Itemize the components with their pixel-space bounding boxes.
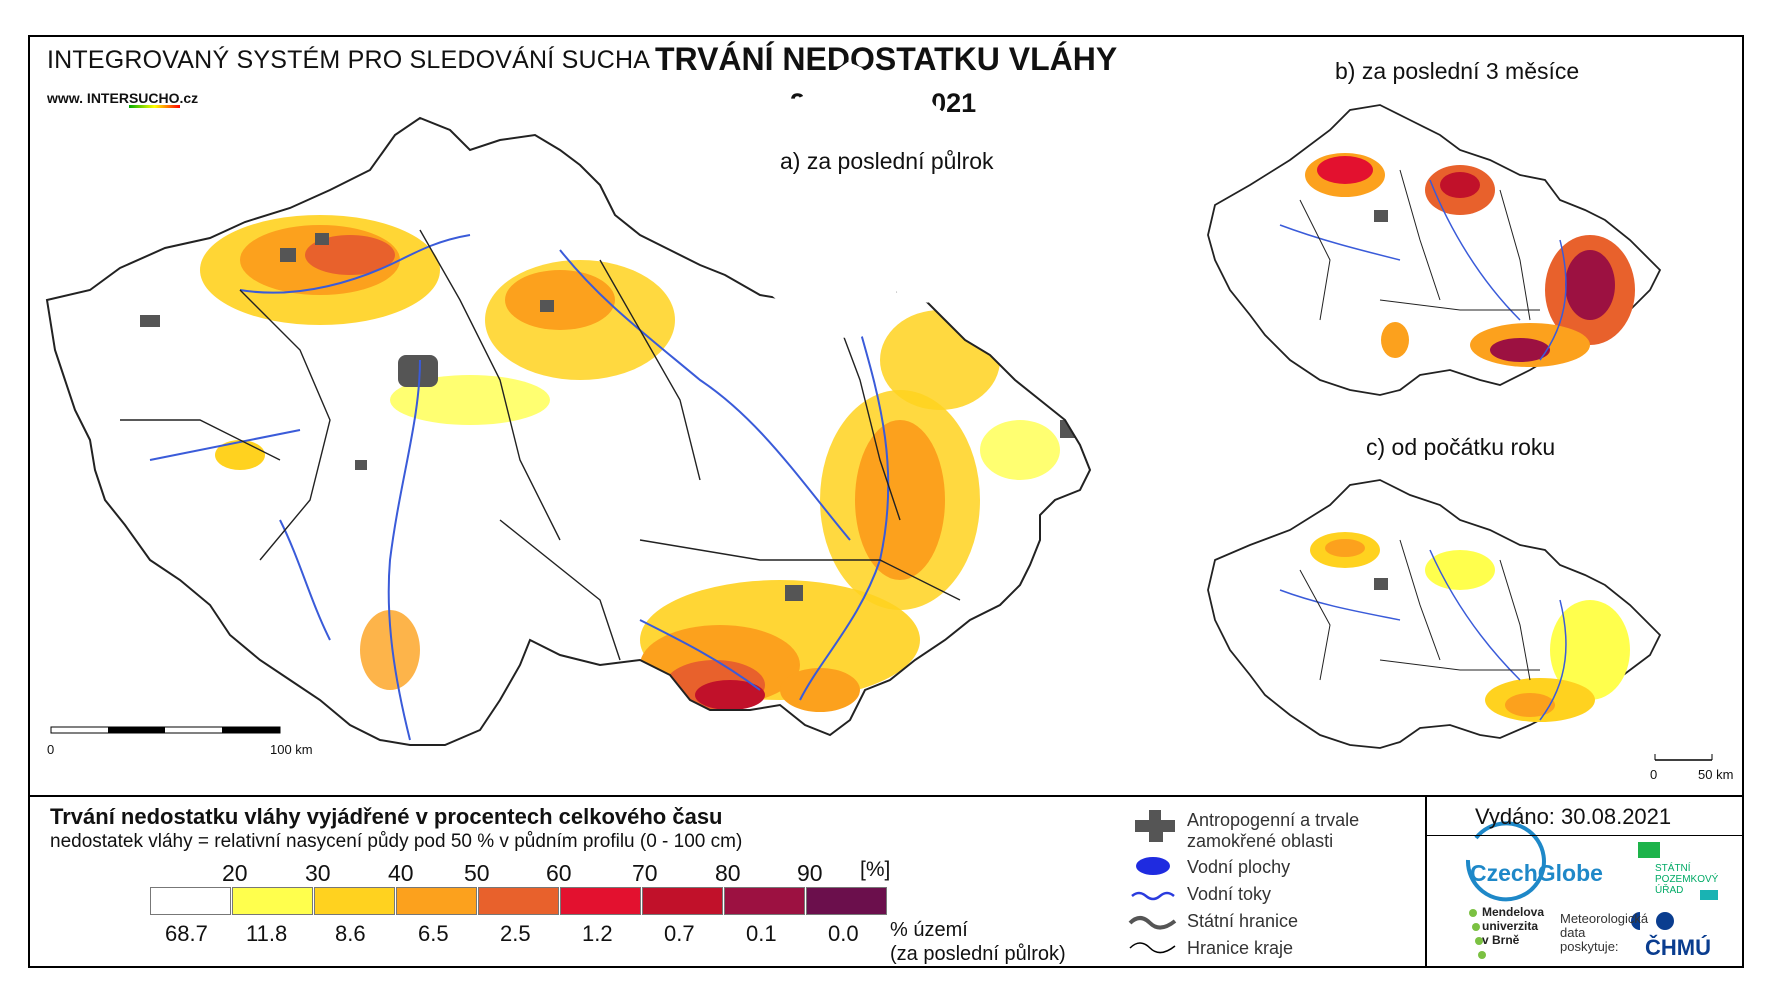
legend-class-swatch xyxy=(396,887,477,915)
legend-area-note: % území (za poslední půlrok) xyxy=(890,918,1090,966)
legend-class-swatch xyxy=(232,887,313,915)
class-pct: 8.6 xyxy=(335,921,366,946)
mendel-logo: Mendelova univerzita v Brně xyxy=(1482,905,1562,947)
website-prefix: www. INTER xyxy=(47,90,129,106)
legend-subtitle: nedostatek vláhy = relativní nasycení pů… xyxy=(50,831,743,852)
water-body-icon xyxy=(1136,857,1170,875)
website-mid: SUCHO xyxy=(128,90,180,108)
legend-class-swatch xyxy=(560,887,641,915)
class-pct: 68.7 xyxy=(165,921,208,946)
anthropogenic-line1: Antropogenní a trvale xyxy=(1187,810,1360,830)
system-name: INTEGROVANÝ SYSTÉM PRO SLEDOVÁNÍ SUCHA xyxy=(47,46,651,74)
website-link[interactable]: www. INTERSUCHO.cz xyxy=(47,90,199,108)
rivers-main xyxy=(149,234,890,741)
threshold-label: 90 xyxy=(797,860,823,886)
spu-line1: STÁTNÍ xyxy=(1655,863,1691,874)
legend-title: Trvání nedostatku vláhy vyjádřené v proc… xyxy=(50,804,723,829)
anthropogenic-line2: zamokřené oblasti xyxy=(1187,831,1334,851)
chmu-logo: ČHMÚ xyxy=(1645,935,1711,960)
meteo-line2: data xyxy=(1560,925,1586,940)
legend-symbols xyxy=(1128,810,1177,954)
issued-date: Vydáno: 30.08.2021 xyxy=(1475,804,1672,829)
chmu-logo-icon xyxy=(1631,912,1640,930)
legend-region-border: Hranice kraje xyxy=(1187,938,1294,958)
class-pct: 0.7 xyxy=(664,921,695,946)
inset-scale-end: 50 km xyxy=(1698,767,1734,782)
legend-class-swatch xyxy=(724,887,805,915)
legend-state-border: Státní hranice xyxy=(1187,911,1299,931)
logos xyxy=(1465,821,1718,959)
inset-c-label: c) od počátku roku xyxy=(1366,434,1556,460)
spu-line3: ÚŘAD xyxy=(1655,885,1684,896)
legend-water-streams: Vodní toky xyxy=(1187,884,1272,904)
inset-b xyxy=(1207,104,1662,396)
region-borders-main xyxy=(120,229,961,661)
main-scale-end: 100 km xyxy=(270,742,313,757)
map-title: TRVÁNÍ NEDOSTATKU VLÁHY xyxy=(655,41,1118,77)
threshold-label: 50 xyxy=(464,860,490,886)
meteo-line3: poskytuje: xyxy=(1560,939,1619,954)
mendel-line1: Mendelova xyxy=(1482,905,1545,919)
main-scale-start: 0 xyxy=(47,742,55,757)
inset-c xyxy=(1207,479,1662,749)
spu-logo-icon xyxy=(1638,842,1660,858)
website-suffix: .cz xyxy=(179,90,199,106)
class-pct: 0.1 xyxy=(746,921,777,946)
main-map-label: a) za poslední půlrok xyxy=(780,148,994,174)
area-note-line1: % území xyxy=(890,919,968,941)
state-border-icon xyxy=(1128,916,1177,930)
spu-logo: STÁTNÍ POZEMKOVÝ ÚŘAD xyxy=(1655,863,1725,896)
main-map xyxy=(46,117,1091,746)
threshold-label: 80 xyxy=(715,860,741,886)
class-pct: 1.2 xyxy=(582,921,613,946)
region-border-icon xyxy=(1129,942,1176,954)
drought-patches-main xyxy=(200,215,1060,712)
legend-water-bodies: Vodní plochy xyxy=(1187,857,1291,877)
class-pct: 0.0 xyxy=(828,921,859,946)
meteo-data-credit: Meteorologická data poskytuje: xyxy=(1560,911,1649,954)
threshold-label: 60 xyxy=(546,860,572,886)
urban-symbol-icon xyxy=(1135,810,1175,842)
legend-divider xyxy=(28,795,1744,797)
czechglobe-logo-icon xyxy=(1465,821,1546,902)
threshold-label: 70 xyxy=(632,860,658,886)
legend-class-swatch xyxy=(806,887,887,915)
class-pct: 2.5 xyxy=(500,921,531,946)
legend-class-swatch xyxy=(478,887,559,915)
inset-scale-start: 0 xyxy=(1650,767,1658,782)
legend-unit: [%] xyxy=(860,858,891,881)
threshold-label: 40 xyxy=(388,860,414,886)
area-note-line2: (za poslední půlrok) xyxy=(890,943,1066,965)
mendel-line3: v Brně xyxy=(1482,933,1520,947)
threshold-label: 20 xyxy=(222,860,248,886)
legend-class-swatch xyxy=(642,887,723,915)
class-pct: 11.8 xyxy=(246,921,288,946)
scale-bar-inset xyxy=(1654,754,1713,761)
issued-divider xyxy=(1425,835,1744,836)
legend-anthropogenic: Antropogenní a trvale zamokřené oblasti xyxy=(1187,810,1359,852)
mendel-line2: univerzita xyxy=(1482,919,1539,933)
stream-icon xyxy=(1131,891,1175,901)
threshold-label: 30 xyxy=(305,860,331,886)
inset-b-label: b) za poslední 3 měsíce xyxy=(1335,58,1580,84)
meteo-line1: Meteorologická xyxy=(1560,911,1649,926)
scale-bar-main xyxy=(50,726,281,734)
czechglobe-logo: CzechGlobe xyxy=(1470,860,1603,886)
footer-divider xyxy=(1425,795,1427,968)
legend-class-swatch xyxy=(150,887,231,915)
map-frame xyxy=(28,35,1744,968)
class-pct: 6.5 xyxy=(418,921,449,946)
legend-class-swatch xyxy=(314,887,395,915)
spu-line2: POZEMKOVÝ xyxy=(1655,874,1719,885)
